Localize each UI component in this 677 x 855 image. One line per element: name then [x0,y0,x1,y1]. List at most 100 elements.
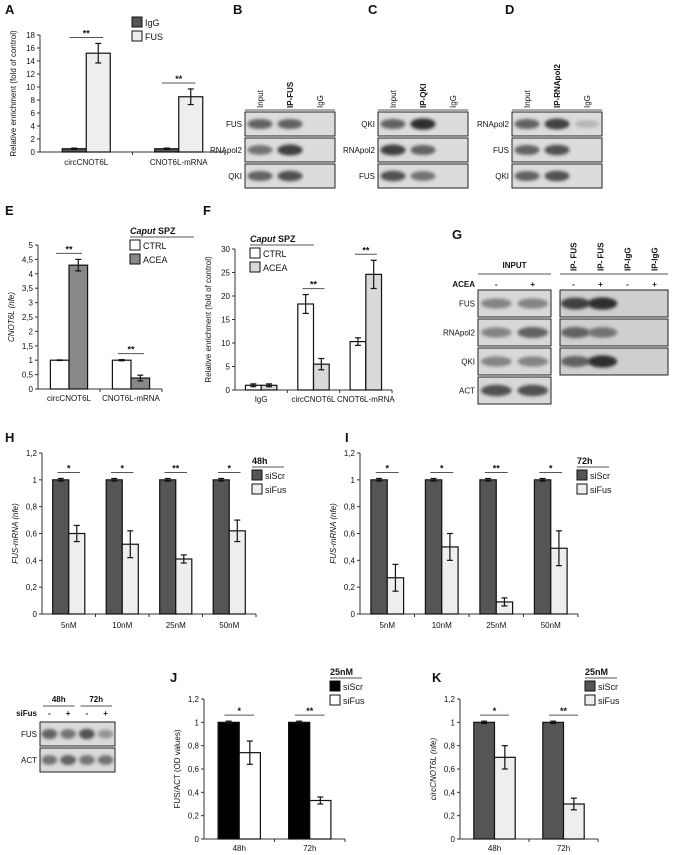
legend-title-italic: Caput [250,234,278,244]
panel-b-band [277,170,303,182]
sifus-blot-sign: - [86,709,89,718]
panel-h-significance-label: * [227,463,231,473]
panel-d-band [544,118,570,130]
panel-f-x-tick-label: IgG [255,395,268,404]
panel-d-band [514,170,540,182]
panel-e-legend-title: Caput SPZ [130,226,176,236]
panel-g-band [587,327,618,338]
panel-g-sign: - [572,280,575,289]
panel-g-row-label: FUS [459,300,475,309]
panel-j-y-tick-label: 1 [195,718,200,727]
panel-j-significance-label: ** [306,706,314,716]
panel-k-legend-swatch [584,694,596,706]
sifus-blot-sign: - [48,709,51,718]
panel-i-y-tick-label: 0,2 [344,583,356,592]
panel-a-y-tick-label: 14 [26,57,35,66]
panel-j-legend-label: siScr [343,682,363,692]
panel-h-significance-label: ** [172,463,180,473]
sifus-blot-group-label: 72h [89,695,103,704]
panel-j-legend-label: siFus [343,696,365,706]
panel-g-treatment-label: ACEA [452,280,475,289]
panel-e-legend-label: ACEA [143,255,168,265]
panel-g-band [480,384,512,397]
legend-title-rest: SPZ [278,234,296,244]
panel-h-bar-siscr [212,479,230,615]
panel-g-band [517,298,549,309]
panel-g-band [587,297,618,310]
panel-h-legend-title: 48h [252,456,268,466]
panel-letter-a: A [5,2,15,17]
panel-d-band [514,144,540,156]
panel-h-y-tick-label: 0,2 [26,583,38,592]
panel-g-band [517,356,549,367]
panel-g-row-label: QKI [461,358,475,367]
panel-d-band [544,170,570,182]
panel-h-y-tick-label: 0 [33,610,38,619]
panel-g-sign: + [598,280,603,289]
panel-a-x-tick-label: CNOT6L-mRNA [150,158,208,167]
panel-h-y-tick-label: 0,8 [26,503,38,512]
panel-c-band [410,118,436,130]
panel-k-y-tick-label: 0,2 [444,812,456,821]
panel-i-y-axis-label: FUS-mRNA (nfe) [329,503,338,564]
panel-c-row-label: RNApol2 [343,146,376,155]
panel-e-y-tick-label: 2,5 [22,313,34,322]
sifus-blot-sign: + [103,709,108,718]
panel-g-band [587,355,618,368]
panel-g-ip-lane-label: IP- FUS [570,242,579,271]
panel-h-bar-siscr [52,479,70,615]
panel-f-bar-ctrl [349,340,367,391]
panel-f-legend-swatch [249,247,261,259]
panel-d-band [544,144,570,156]
panel-g-band [480,327,512,338]
panel-j-significance-label: * [237,706,241,716]
panel-a-y-tick-label: 4 [31,122,36,131]
panel-e-y-tick-label: 2 [29,327,34,336]
panel-i-legend-swatch [576,483,588,495]
panel-f-significance-label: ** [362,245,370,255]
panel-k-y-axis-label: circCNOT6L (nfe) [429,737,438,800]
panel-k-bar-siscr [542,721,565,840]
panel-h-x-tick-label: 10nM [112,621,132,630]
panel-h-x-tick-label: 50nM [219,621,239,630]
panel-f-significance-label: ** [310,280,318,290]
panel-a-legend-swatch [131,30,143,42]
panel-a-bar-fus [178,96,204,153]
panel-j-bar-siscr [288,721,311,840]
panel-i-bar-siscr [533,479,552,615]
panel-e-bar-ctrl [49,359,70,390]
panel-g-band [560,326,591,339]
panel-f-y-tick-label: 20 [221,292,230,301]
panel-b-lane-label: IgG [316,95,325,108]
panel-h-significance-label: * [67,463,71,473]
panel-a-y-tick-label: 6 [31,109,36,118]
panel-i-y-tick-label: 0,8 [344,503,356,512]
panel-letter-b: B [233,2,242,17]
panel-h-bar-sifus [68,532,86,615]
panel-f-y-axis-label: Relative enrichment (fold of control) [204,256,213,383]
panel-g-ip-lane-label: IP-IgG [624,247,633,271]
panel-c-lane-label: IP-QKI [419,84,428,108]
panel-b-band [247,145,273,155]
panel-e-y-tick-label: 0,5 [22,371,34,380]
panel-j-y-tick-label: 1,2 [188,695,200,704]
panel-i-bar-siscr [424,479,443,615]
panel-k-legend-title: 25nM [585,667,608,677]
panel-a-y-tick-label: 0 [31,148,36,157]
sifus-blot-sign: + [66,709,71,718]
panel-j-y-tick-label: 0,4 [188,788,200,797]
panel-k-y-tick-label: 0,8 [444,742,456,751]
panel-i-y-tick-label: 1 [351,476,356,485]
panel-g-row-label: ACT [459,387,475,396]
panel-k-legend-label: siScr [598,682,618,692]
sifus-blot-band [79,755,95,765]
panel-a-significance-label: ** [175,74,183,84]
sifus-blot-band [97,755,114,765]
panel-letter-e: E [5,203,14,218]
panel-i-y-tick-label: 1,2 [344,449,356,458]
panel-g-band [480,356,512,367]
panel-f-y-tick-label: 0 [226,386,231,395]
panel-i-legend-swatch [576,469,588,481]
sifus-blot-band [41,728,58,740]
